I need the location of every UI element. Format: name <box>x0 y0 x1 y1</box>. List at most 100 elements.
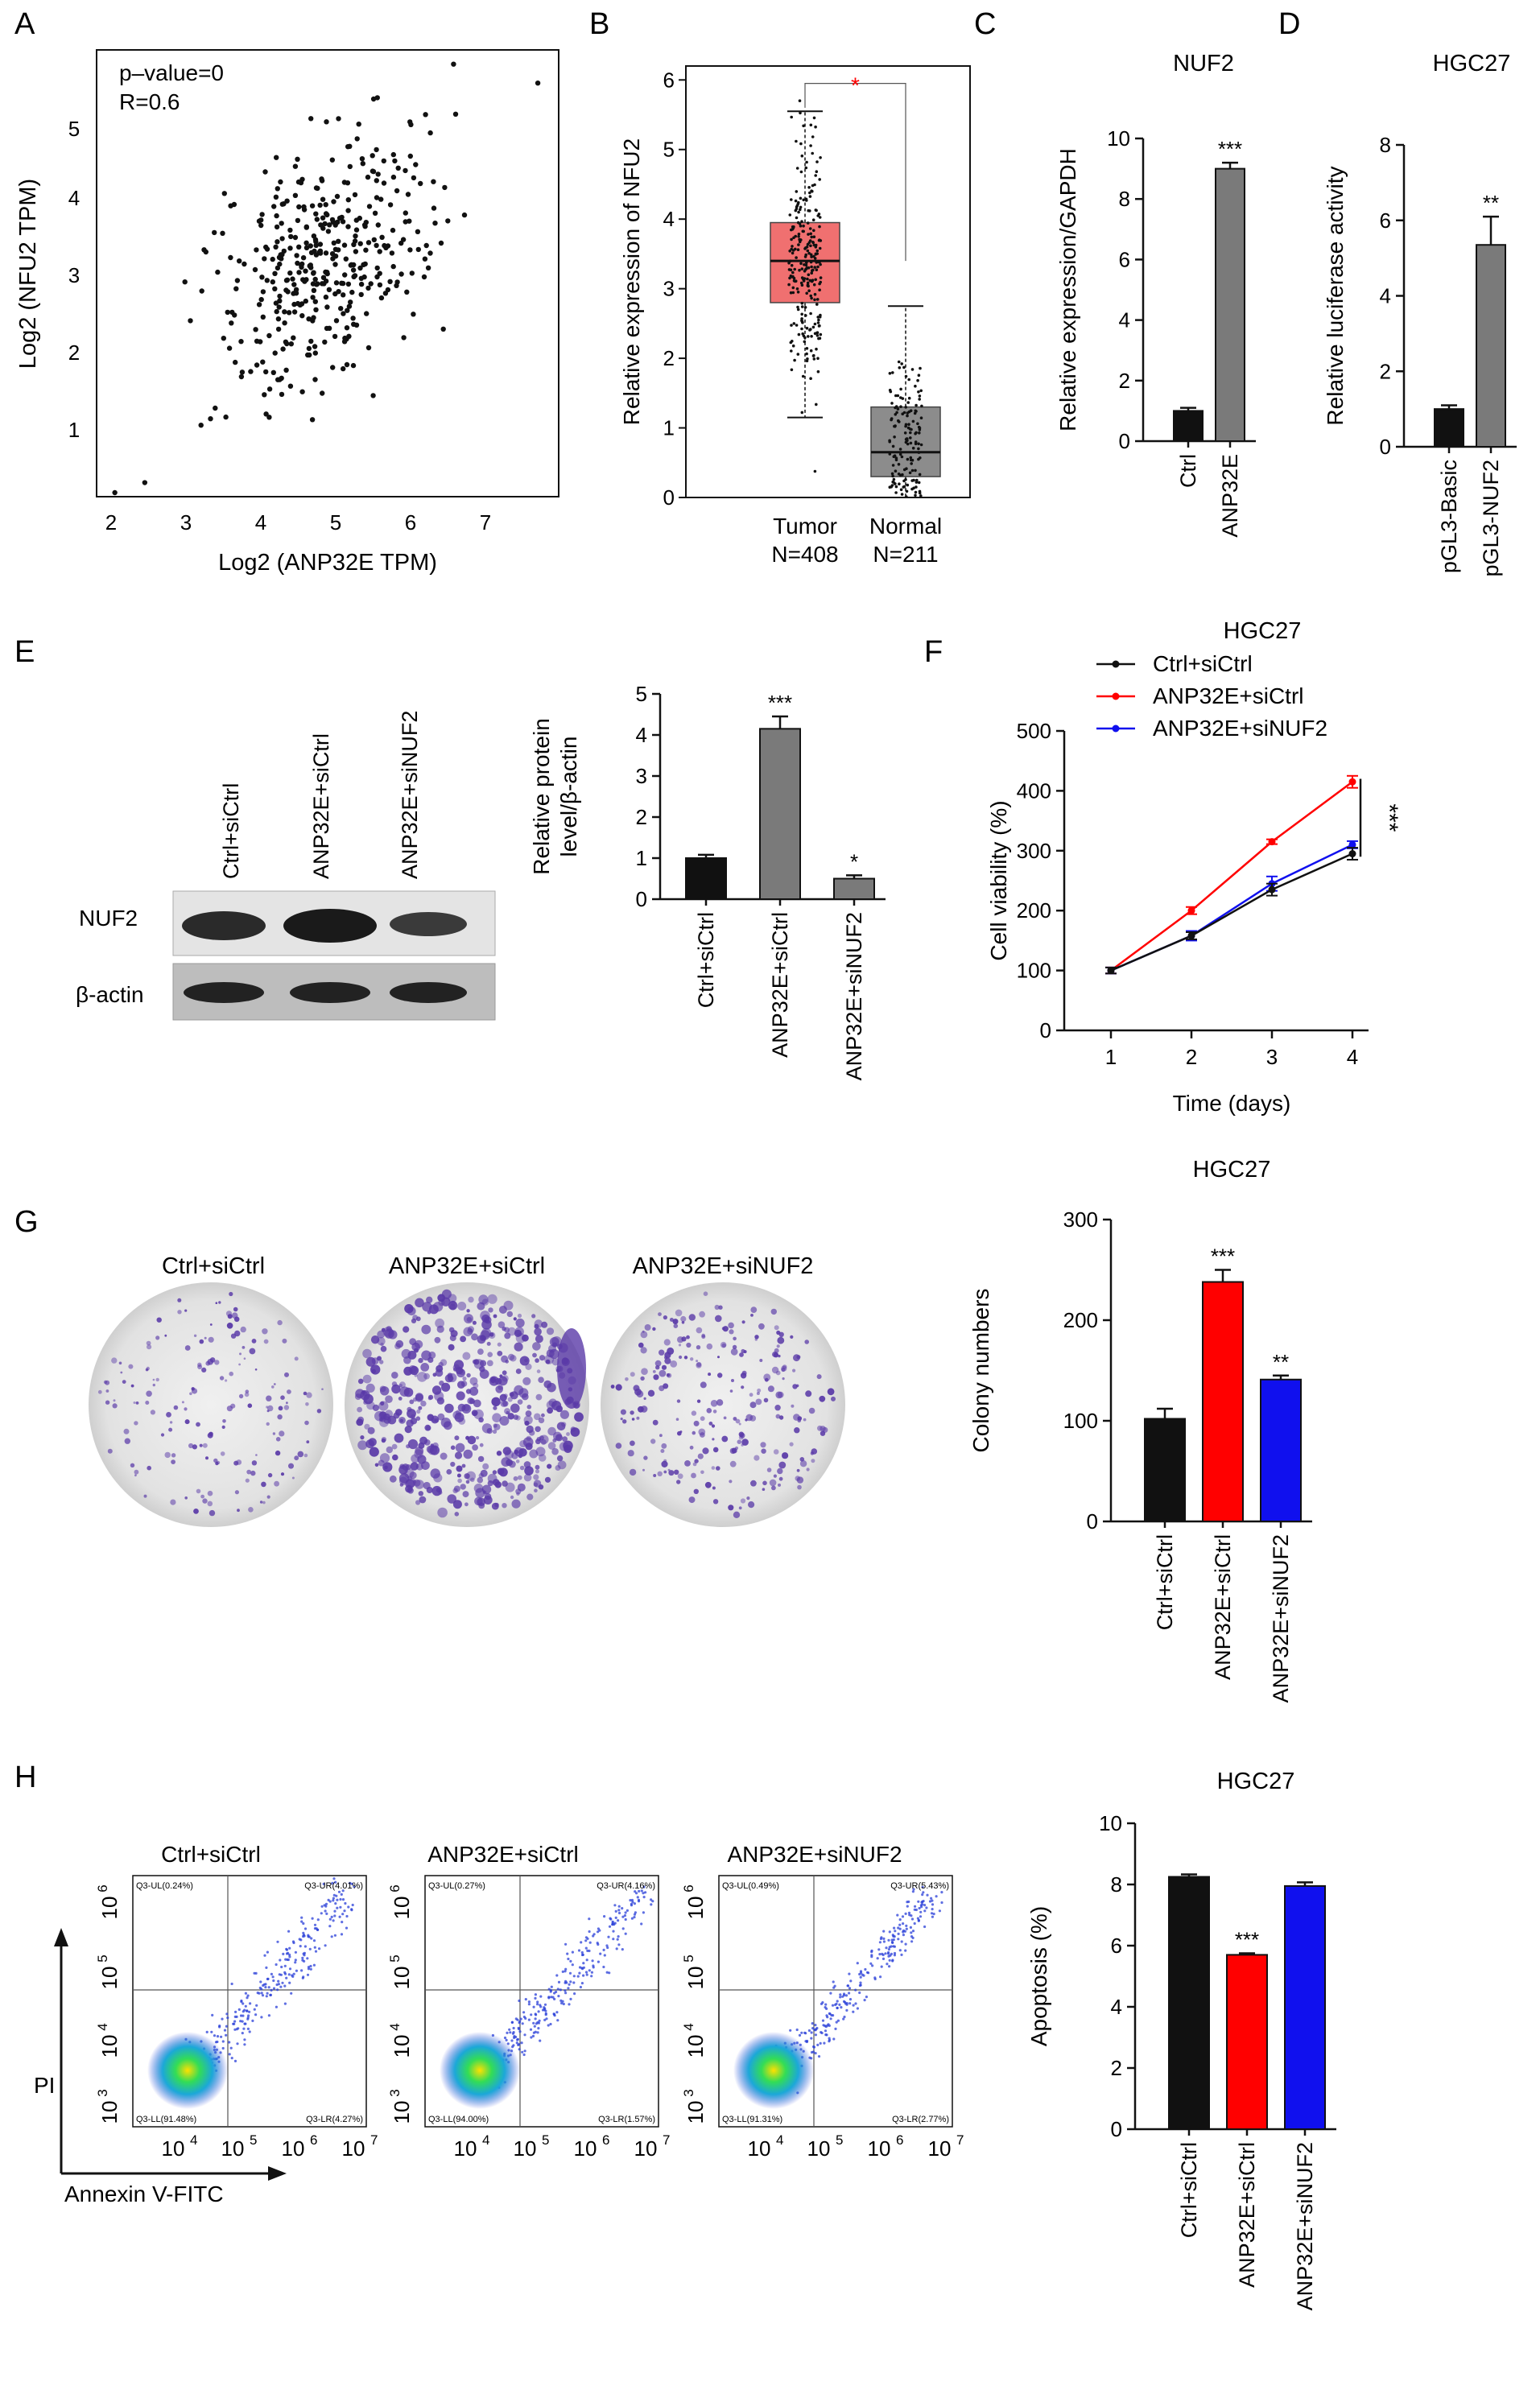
colony <box>450 1461 456 1467</box>
jitter-point <box>804 267 807 271</box>
colony <box>535 1464 540 1470</box>
scatter-point <box>336 247 341 253</box>
colony <box>262 1500 266 1505</box>
colony <box>181 1401 184 1404</box>
flow-event <box>584 1971 588 1974</box>
jitter-point <box>815 170 819 173</box>
scatter-point <box>317 241 324 247</box>
scatter-point <box>256 302 262 308</box>
colony <box>513 1414 519 1420</box>
colony <box>466 1309 470 1313</box>
colony <box>696 1399 701 1403</box>
flow-event <box>824 2003 828 2006</box>
colony <box>447 1494 456 1504</box>
flow-event <box>612 1938 615 1941</box>
colony <box>657 1471 663 1477</box>
flow-event <box>838 2003 841 2006</box>
flow-event <box>858 1991 861 1995</box>
colony <box>670 1360 678 1368</box>
scatter-point <box>239 369 246 375</box>
colony <box>654 1360 662 1367</box>
colony <box>306 1440 310 1444</box>
scatter-point <box>322 339 328 345</box>
flow-event <box>233 2022 236 2025</box>
colony <box>464 1502 469 1507</box>
flow-axis-label-annexin: Annexin V-FITC <box>64 2182 224 2206</box>
colony <box>171 1459 176 1464</box>
jitter-point <box>807 266 811 270</box>
scatter-point <box>370 393 376 398</box>
flow-event <box>869 1962 873 1965</box>
jitter-point <box>794 199 798 203</box>
flow-event <box>820 2002 824 2005</box>
scatter-point <box>262 169 268 175</box>
jitter-point <box>918 489 922 493</box>
scatter-xtick: 2 <box>105 510 117 535</box>
scatter-point <box>282 309 287 315</box>
colony <box>630 1440 635 1447</box>
flow-event <box>613 1904 617 1907</box>
jitter-point <box>793 358 796 362</box>
colony <box>374 1410 385 1422</box>
x-tick-label: 4 <box>1347 1045 1358 1069</box>
colony <box>234 1490 239 1495</box>
flow-event <box>885 1946 888 1950</box>
colony <box>297 1451 304 1458</box>
scatter-point <box>371 237 377 242</box>
colony <box>796 1476 804 1484</box>
y-axis-label: Colony numbers <box>968 1289 993 1453</box>
colony <box>411 1454 419 1463</box>
flow-event <box>811 2027 815 2030</box>
jitter-point <box>800 154 804 158</box>
colony <box>519 1465 525 1471</box>
colony <box>196 1488 201 1494</box>
scatter-point <box>311 315 316 320</box>
flow-event <box>328 1917 332 1921</box>
scatter-point <box>445 218 451 224</box>
scatter-point <box>228 203 233 208</box>
scatter-point <box>431 205 437 211</box>
colony <box>407 1306 416 1316</box>
flow-event <box>821 2019 825 2022</box>
colony <box>403 1356 411 1364</box>
flow-event <box>353 1885 356 1888</box>
scatter-point <box>233 359 238 365</box>
flow-event <box>532 2021 535 2025</box>
flow-event <box>568 2003 571 2006</box>
flow-event <box>588 1949 591 1953</box>
jitter-point <box>800 305 804 308</box>
panel-label-G: G <box>14 1205 39 1239</box>
flow-event <box>856 1962 859 1965</box>
colony <box>620 1418 623 1421</box>
colony <box>730 1348 738 1356</box>
flow-event <box>299 1938 303 1942</box>
y-tick-label: 5 <box>636 682 647 706</box>
colony <box>501 1355 509 1363</box>
colony <box>113 1399 116 1402</box>
flow-event <box>518 2048 521 2051</box>
flow-event <box>553 1997 556 2000</box>
colony <box>403 1326 410 1333</box>
colony <box>398 1381 406 1389</box>
colony <box>415 1416 421 1421</box>
jitter-point <box>911 446 915 450</box>
flow-event <box>856 2007 859 2010</box>
flow-event <box>549 2022 552 2026</box>
jitter-point <box>917 442 920 446</box>
scatter-point <box>327 222 332 228</box>
flow-event <box>932 1913 935 1916</box>
scatter-xtick: 7 <box>480 510 491 535</box>
x-axis-label: Time (days) <box>1173 1091 1291 1116</box>
jitter-point <box>914 469 917 473</box>
jitter-point <box>795 190 799 193</box>
colony <box>416 1409 421 1414</box>
colony <box>716 1466 720 1471</box>
scatter-point <box>432 221 438 226</box>
colony <box>741 1348 745 1354</box>
jitter-point <box>888 372 892 375</box>
significance-label: ** <box>1273 1350 1289 1374</box>
scatter-point <box>387 279 393 284</box>
colony <box>357 1378 364 1385</box>
bar <box>833 877 875 900</box>
scatter-point <box>271 204 277 209</box>
